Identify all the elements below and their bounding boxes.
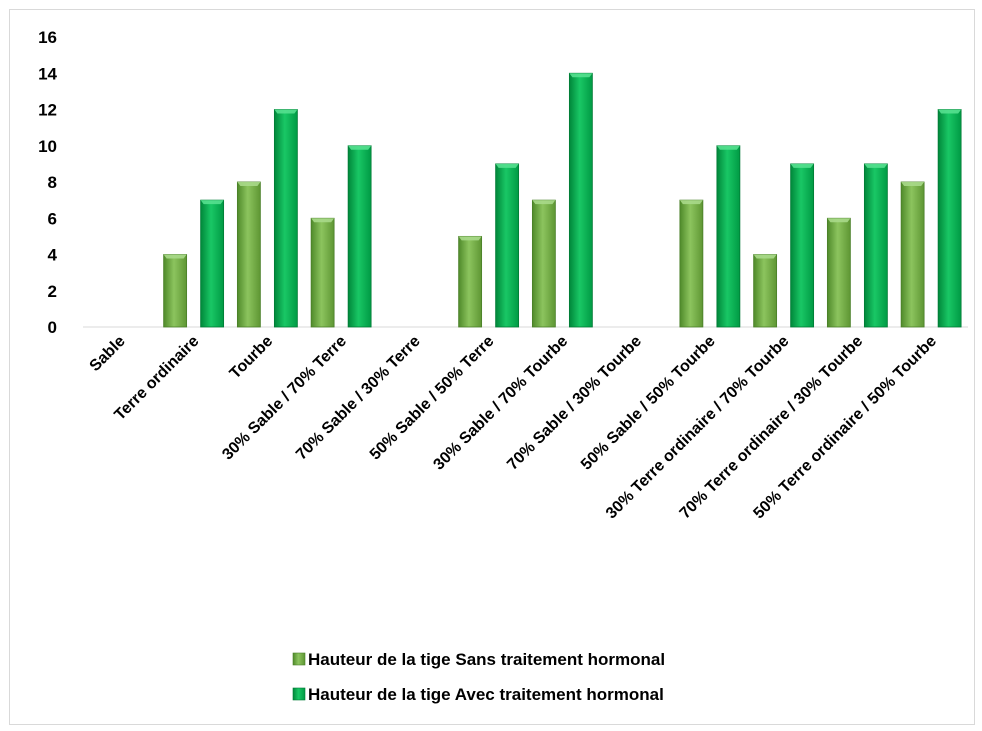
bar-bevel	[311, 218, 335, 223]
bar-avec-traitement	[716, 145, 741, 328]
bar-rect	[495, 163, 520, 328]
bar-rect	[531, 199, 556, 328]
bar-sans-traitement	[679, 199, 704, 328]
bar-sans-traitement	[236, 181, 261, 328]
bar-bevel	[348, 145, 372, 150]
bars-group	[163, 72, 962, 328]
bar-sans-traitement	[753, 254, 778, 328]
legend-item: Hauteur de la tige Sans traitement hormo…	[292, 650, 665, 669]
bar-rect	[163, 254, 188, 328]
bar-avec-traitement	[568, 72, 593, 328]
bar-sans-traitement	[531, 199, 556, 328]
bar-avec-traitement	[273, 109, 298, 328]
bar-rect	[679, 199, 704, 328]
y-tick-label: 12	[38, 101, 57, 120]
x-category-label: 30% Sable / 70% Terre	[219, 333, 350, 464]
bar-rect	[568, 72, 593, 328]
chart-frame	[9, 9, 975, 725]
x-category-label: 30% Sable / 70% Tourbe	[430, 333, 571, 474]
y-tick-label: 8	[48, 173, 57, 192]
bar-rect	[347, 145, 372, 328]
y-tick-label: 4	[48, 246, 58, 265]
bar-bevel	[716, 145, 740, 150]
bar-bevel	[458, 236, 482, 241]
y-tick-label: 16	[38, 28, 57, 47]
bar-sans-traitement	[310, 217, 335, 328]
y-tick-label: 10	[38, 137, 57, 156]
y-tick-label: 0	[48, 318, 57, 337]
bar-bevel	[827, 218, 851, 223]
y-tick-label: 2	[48, 282, 57, 301]
legend-label: Hauteur de la tige Avec traitement hormo…	[308, 685, 664, 704]
bar-avec-traitement	[863, 163, 888, 328]
bar-rect	[236, 181, 261, 328]
legend-label: Hauteur de la tige Sans traitement hormo…	[308, 650, 665, 669]
bar-bevel	[163, 254, 187, 259]
x-category-label: 50% Sable / 50% Terre	[367, 333, 498, 464]
bar-bevel	[679, 200, 703, 205]
bar-rect	[458, 235, 483, 328]
bar-bevel	[274, 109, 298, 114]
bar-bevel	[938, 109, 962, 114]
bar-sans-traitement	[826, 217, 851, 328]
bar-sans-traitement	[458, 235, 483, 328]
bar-bevel	[901, 182, 925, 186]
bar-bevel	[569, 73, 593, 78]
bar-avec-traitement	[790, 163, 815, 328]
bar-bevel	[532, 200, 556, 205]
bar-rect	[790, 163, 815, 328]
bar-bevel	[495, 163, 519, 168]
bar-avec-traitement	[347, 145, 372, 328]
legend-swatch	[292, 687, 306, 701]
x-category-label: Sable	[86, 333, 128, 375]
y-axis-tick-labels: 0 2 4 6 8 10 12 14 16	[38, 28, 57, 337]
bar-sans-traitement	[163, 254, 188, 328]
x-category-label: 70% Sable / 30% Tourbe	[504, 333, 645, 474]
bar-rect	[753, 254, 778, 328]
bar-avec-traitement	[200, 199, 225, 328]
x-category-label: 50% Sable / 50% Tourbe	[578, 333, 719, 474]
bar-rect	[863, 163, 888, 328]
bar-bevel	[753, 254, 777, 259]
bar-avec-traitement	[495, 163, 520, 328]
legend-item: Hauteur de la tige Avec traitement hormo…	[292, 685, 664, 704]
legend-swatch	[292, 652, 306, 666]
bar-bevel	[790, 163, 814, 168]
bar-sans-traitement	[900, 181, 925, 328]
x-category-label: 70% Sable / 30% Terre	[293, 333, 424, 464]
x-category-label: Tourbe	[227, 333, 277, 383]
bar-rect	[826, 217, 851, 328]
legend: Hauteur de la tige Sans traitement hormo…	[292, 650, 665, 704]
bar-rect	[273, 109, 298, 328]
bar-bevel	[237, 182, 261, 186]
bar-rect	[200, 199, 225, 328]
bar-avec-traitement	[937, 109, 962, 328]
bar-rect	[937, 109, 962, 328]
y-tick-label: 14	[38, 64, 57, 83]
bar-bevel	[864, 163, 888, 168]
y-tick-label: 6	[48, 209, 57, 228]
bar-bevel	[200, 200, 224, 205]
bar-rect	[716, 145, 741, 328]
bar-rect	[310, 217, 335, 328]
bar-rect	[900, 181, 925, 328]
